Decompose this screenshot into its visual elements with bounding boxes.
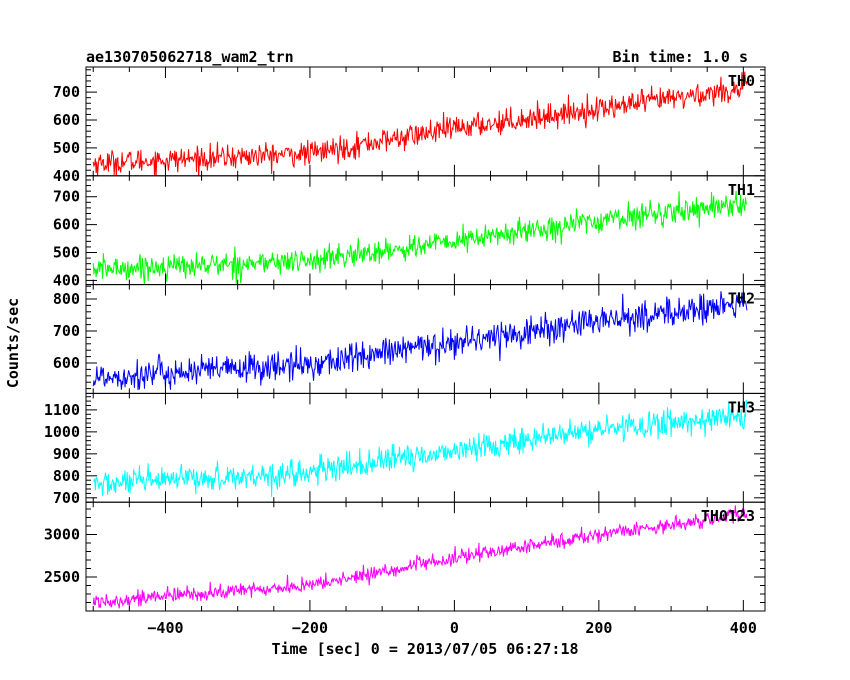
y-tick-label: 400 xyxy=(53,271,80,289)
panel-label: TH1 xyxy=(728,181,755,199)
y-tick-label: 700 xyxy=(53,322,80,340)
y-tick-label: 1100 xyxy=(44,401,80,419)
y-tick-label: 800 xyxy=(53,290,80,308)
x-tick-label: 400 xyxy=(730,619,757,637)
panel-th0: 400 500 600 700 TH0 xyxy=(53,66,766,185)
x-axis: −400 −200 0 200 400 xyxy=(147,619,756,637)
y-tick-label: 700 xyxy=(53,489,80,507)
x-tick-label: 200 xyxy=(585,619,612,637)
y-tick-label: 800 xyxy=(53,467,80,485)
y-axis-label: Counts/sec xyxy=(4,298,22,388)
y-tick-label: 500 xyxy=(53,139,80,157)
panel-label: TH0123 xyxy=(701,507,755,525)
y-tick-label: 600 xyxy=(53,354,80,372)
y-tick-label: 600 xyxy=(53,216,80,234)
x-tick-label: 0 xyxy=(450,619,459,637)
panel-th0123: 2500 3000 TH0123 xyxy=(44,501,766,612)
chart-title: ae130705062718_wam2_trn xyxy=(86,48,294,66)
y-tick-label: 600 xyxy=(53,111,80,129)
y-tick-label: 400 xyxy=(53,167,80,185)
series-line-th2 xyxy=(92,291,748,391)
series-line-th3 xyxy=(93,399,748,497)
panel-th3: 700 800 900 1000 1100 TH3 xyxy=(44,392,766,507)
y-tick-label: 700 xyxy=(53,188,80,206)
series-line-th0 xyxy=(92,71,748,176)
y-tick-label: 500 xyxy=(53,244,80,262)
x-axis-label: Time [sec] 0 = 2013/07/05 06:27:18 xyxy=(271,640,578,658)
x-tick-label: −200 xyxy=(292,619,328,637)
series-line-th0123 xyxy=(92,505,748,609)
y-tick-label: 2500 xyxy=(44,568,80,586)
panel-label: TH0 xyxy=(728,72,755,90)
y-tick-label: 900 xyxy=(53,445,80,463)
bin-time-label: Bin time: 1.0 s xyxy=(613,48,748,66)
x-tick-label: −400 xyxy=(147,619,183,637)
panels-group: 400 500 600 700 TH0 400 500 600 700 TH1 600 700 800 T… xyxy=(44,66,766,612)
panel-th1: 400 500 600 700 TH1 xyxy=(53,175,766,289)
panel-label: TH3 xyxy=(728,398,755,416)
y-tick-label: 1000 xyxy=(44,423,80,441)
panel-frame xyxy=(85,392,766,503)
series-line-th1 xyxy=(92,190,748,285)
y-tick-label: 700 xyxy=(53,83,80,101)
panel-label: TH2 xyxy=(728,290,755,308)
panel-frame xyxy=(85,501,766,612)
y-tick-label: 3000 xyxy=(44,526,80,544)
panel-th2: 600 700 800 TH2 xyxy=(53,284,766,394)
panel-frame xyxy=(85,175,766,286)
